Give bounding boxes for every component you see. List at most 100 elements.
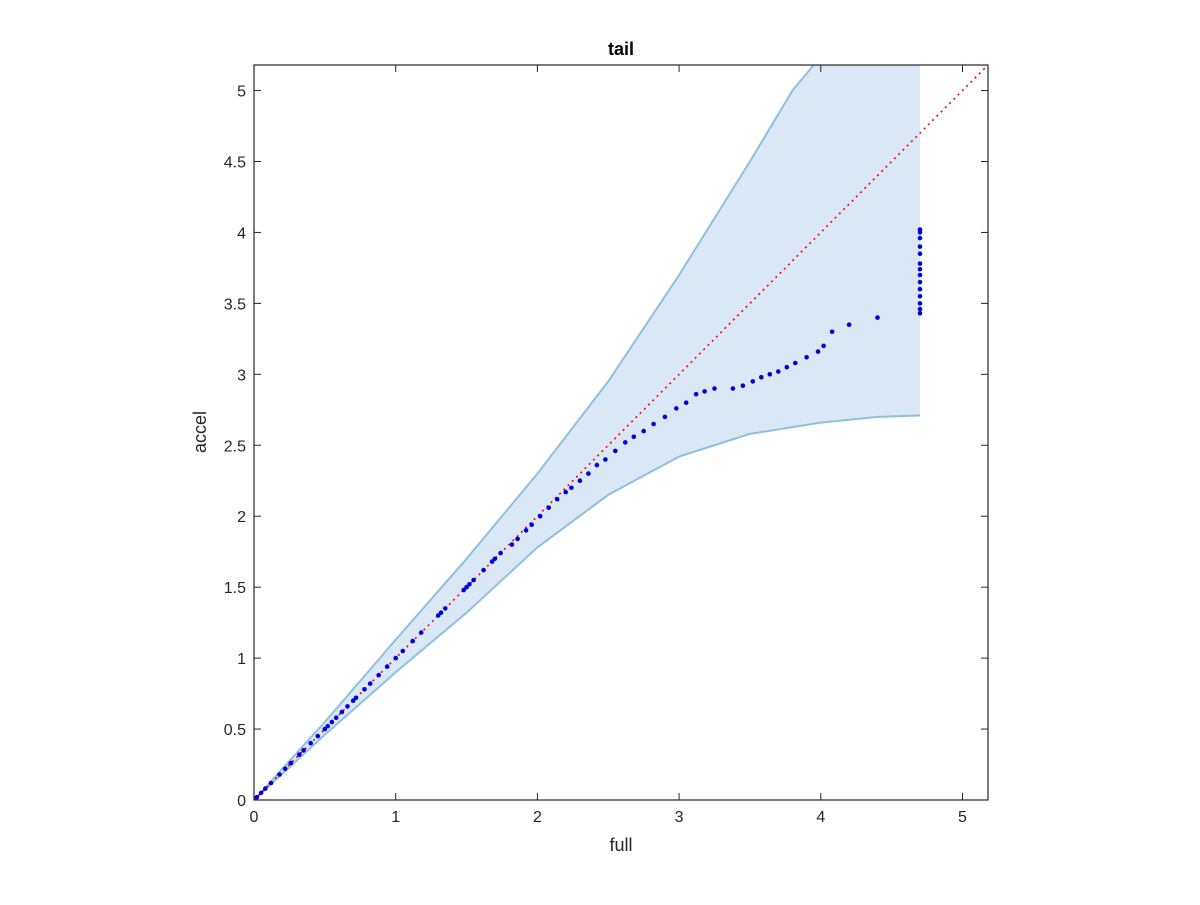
data-point [461, 587, 467, 593]
data-point [674, 406, 679, 411]
data-point [917, 261, 923, 266]
data-point [613, 448, 618, 454]
data-point [767, 372, 773, 377]
data-point [282, 766, 288, 772]
data-point [288, 760, 294, 766]
x-tick-label: 2 [533, 809, 542, 826]
data-point [325, 723, 331, 729]
y-tick-label: 3 [237, 367, 246, 384]
data-point [350, 698, 356, 703]
data-point [917, 227, 923, 232]
data-point [603, 457, 608, 462]
data-point [917, 251, 923, 256]
data-point [651, 421, 656, 427]
data-point [537, 513, 543, 519]
data-point [917, 272, 923, 278]
x-tick-label: 4 [816, 809, 825, 826]
data-point [471, 577, 476, 583]
y-tick-label: 5 [237, 84, 246, 101]
data-point [322, 726, 328, 732]
data-point [917, 311, 923, 316]
data-point [384, 664, 390, 669]
data-point [268, 780, 274, 786]
data-point [435, 613, 441, 618]
data-point [917, 306, 923, 312]
data-point [917, 286, 923, 292]
data-point [750, 379, 756, 384]
data-point [702, 389, 707, 394]
data-point [569, 485, 574, 491]
data-point [846, 322, 852, 328]
y-tick-label: 0 [237, 793, 246, 810]
data-point [917, 279, 923, 285]
data-point [263, 786, 268, 791]
data-point [917, 267, 923, 272]
data-point [917, 301, 923, 306]
data-point [577, 478, 583, 484]
data-point [498, 550, 503, 556]
data-point [546, 505, 551, 511]
data-point [917, 294, 923, 299]
data-point [509, 542, 515, 547]
data-point [367, 681, 373, 686]
y-tick-label: 2.5 [224, 438, 246, 455]
data-point [815, 349, 821, 354]
data-point [297, 752, 302, 757]
data-point [631, 434, 637, 440]
data-point [529, 522, 534, 527]
data-point [683, 400, 689, 406]
reference-line-layer [253, 64, 989, 801]
data-point [410, 638, 416, 644]
data-point [393, 655, 399, 661]
data-point [492, 556, 498, 562]
axes-box [253, 64, 989, 801]
data-point [554, 496, 560, 502]
x-tick-label: 1 [391, 809, 400, 826]
data-point [376, 672, 382, 678]
data-point [563, 489, 568, 495]
data-point [586, 471, 591, 476]
data-point [515, 536, 520, 542]
data-point [829, 329, 835, 335]
data-point [418, 630, 424, 635]
data-point [662, 414, 668, 420]
y-tick-label: 1.5 [224, 580, 246, 597]
x-tick-label: 3 [675, 809, 684, 826]
data-point [353, 695, 359, 701]
y-tick-label: 4.5 [224, 154, 246, 171]
data-point [254, 794, 260, 800]
data-point [329, 719, 335, 725]
x-axis-label: full [609, 835, 632, 855]
y-tick-label: 3.5 [224, 296, 246, 313]
data-point [821, 343, 826, 349]
data-point [740, 383, 746, 389]
data-point [641, 428, 646, 434]
data-point [315, 733, 321, 739]
x-tick-label: 0 [250, 809, 259, 826]
data-point [594, 462, 600, 468]
data-point [784, 364, 790, 370]
y-axis-label: accel [190, 411, 210, 453]
data-point [339, 709, 345, 715]
data-point [277, 772, 282, 777]
y-tick-label: 2 [237, 509, 246, 526]
data-point [730, 386, 736, 391]
data-point [467, 582, 472, 587]
y-tick-label: 1 [237, 651, 246, 668]
x-tick-label: 5 [958, 809, 967, 826]
chart-title: tail [608, 39, 634, 59]
data-point [464, 584, 469, 590]
data-point [333, 715, 339, 720]
identity-reference-line [253, 64, 989, 801]
data-points-layer [254, 227, 923, 800]
data-point [258, 790, 264, 796]
data-point [776, 369, 781, 374]
data-point [362, 687, 367, 692]
data-point [712, 386, 717, 391]
y-tick-label: 4 [237, 225, 246, 242]
confidence-band-fill [254, 65, 920, 800]
data-point [693, 391, 699, 397]
y-tick-label: 0.5 [224, 722, 246, 739]
